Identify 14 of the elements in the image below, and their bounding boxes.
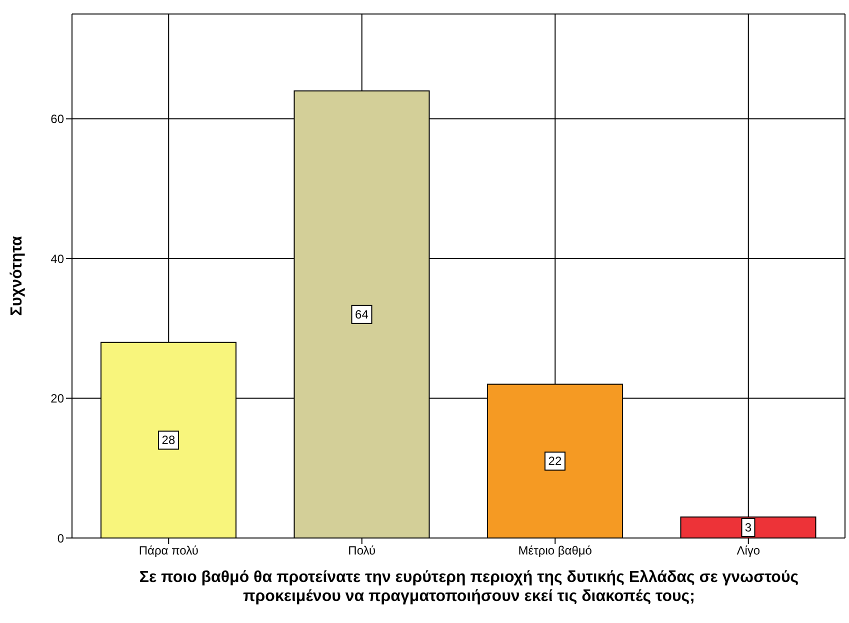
x-axis-title: Σε ποιο βαθμό θα προτείνατε την ευρύτερη περιοχή της δυτικής Ελλάδας σε γνωστούς προκειμένου να πραγματοποιήσουν εκεί τις διακοπές τους; [138,568,800,606]
data-label: 28 [162,433,176,448]
y-tick-label: 60 [50,112,64,126]
y-axis-title: Συχνότητα [8,236,26,316]
x-tick-label: Λίγο [736,544,760,558]
y-tick-label: 20 [50,392,64,406]
x-tick-label: Πάρα πολύ [138,544,198,558]
data-label: 64 [355,307,369,322]
x-tick-label: Πολύ [348,544,376,558]
data-label: 3 [744,520,752,535]
y-tick-label: 40 [50,252,64,266]
x-tick-label: Μέτριο βαθμό [518,544,592,558]
y-tick-label: 0 [57,531,64,546]
data-label: 22 [548,454,562,468]
